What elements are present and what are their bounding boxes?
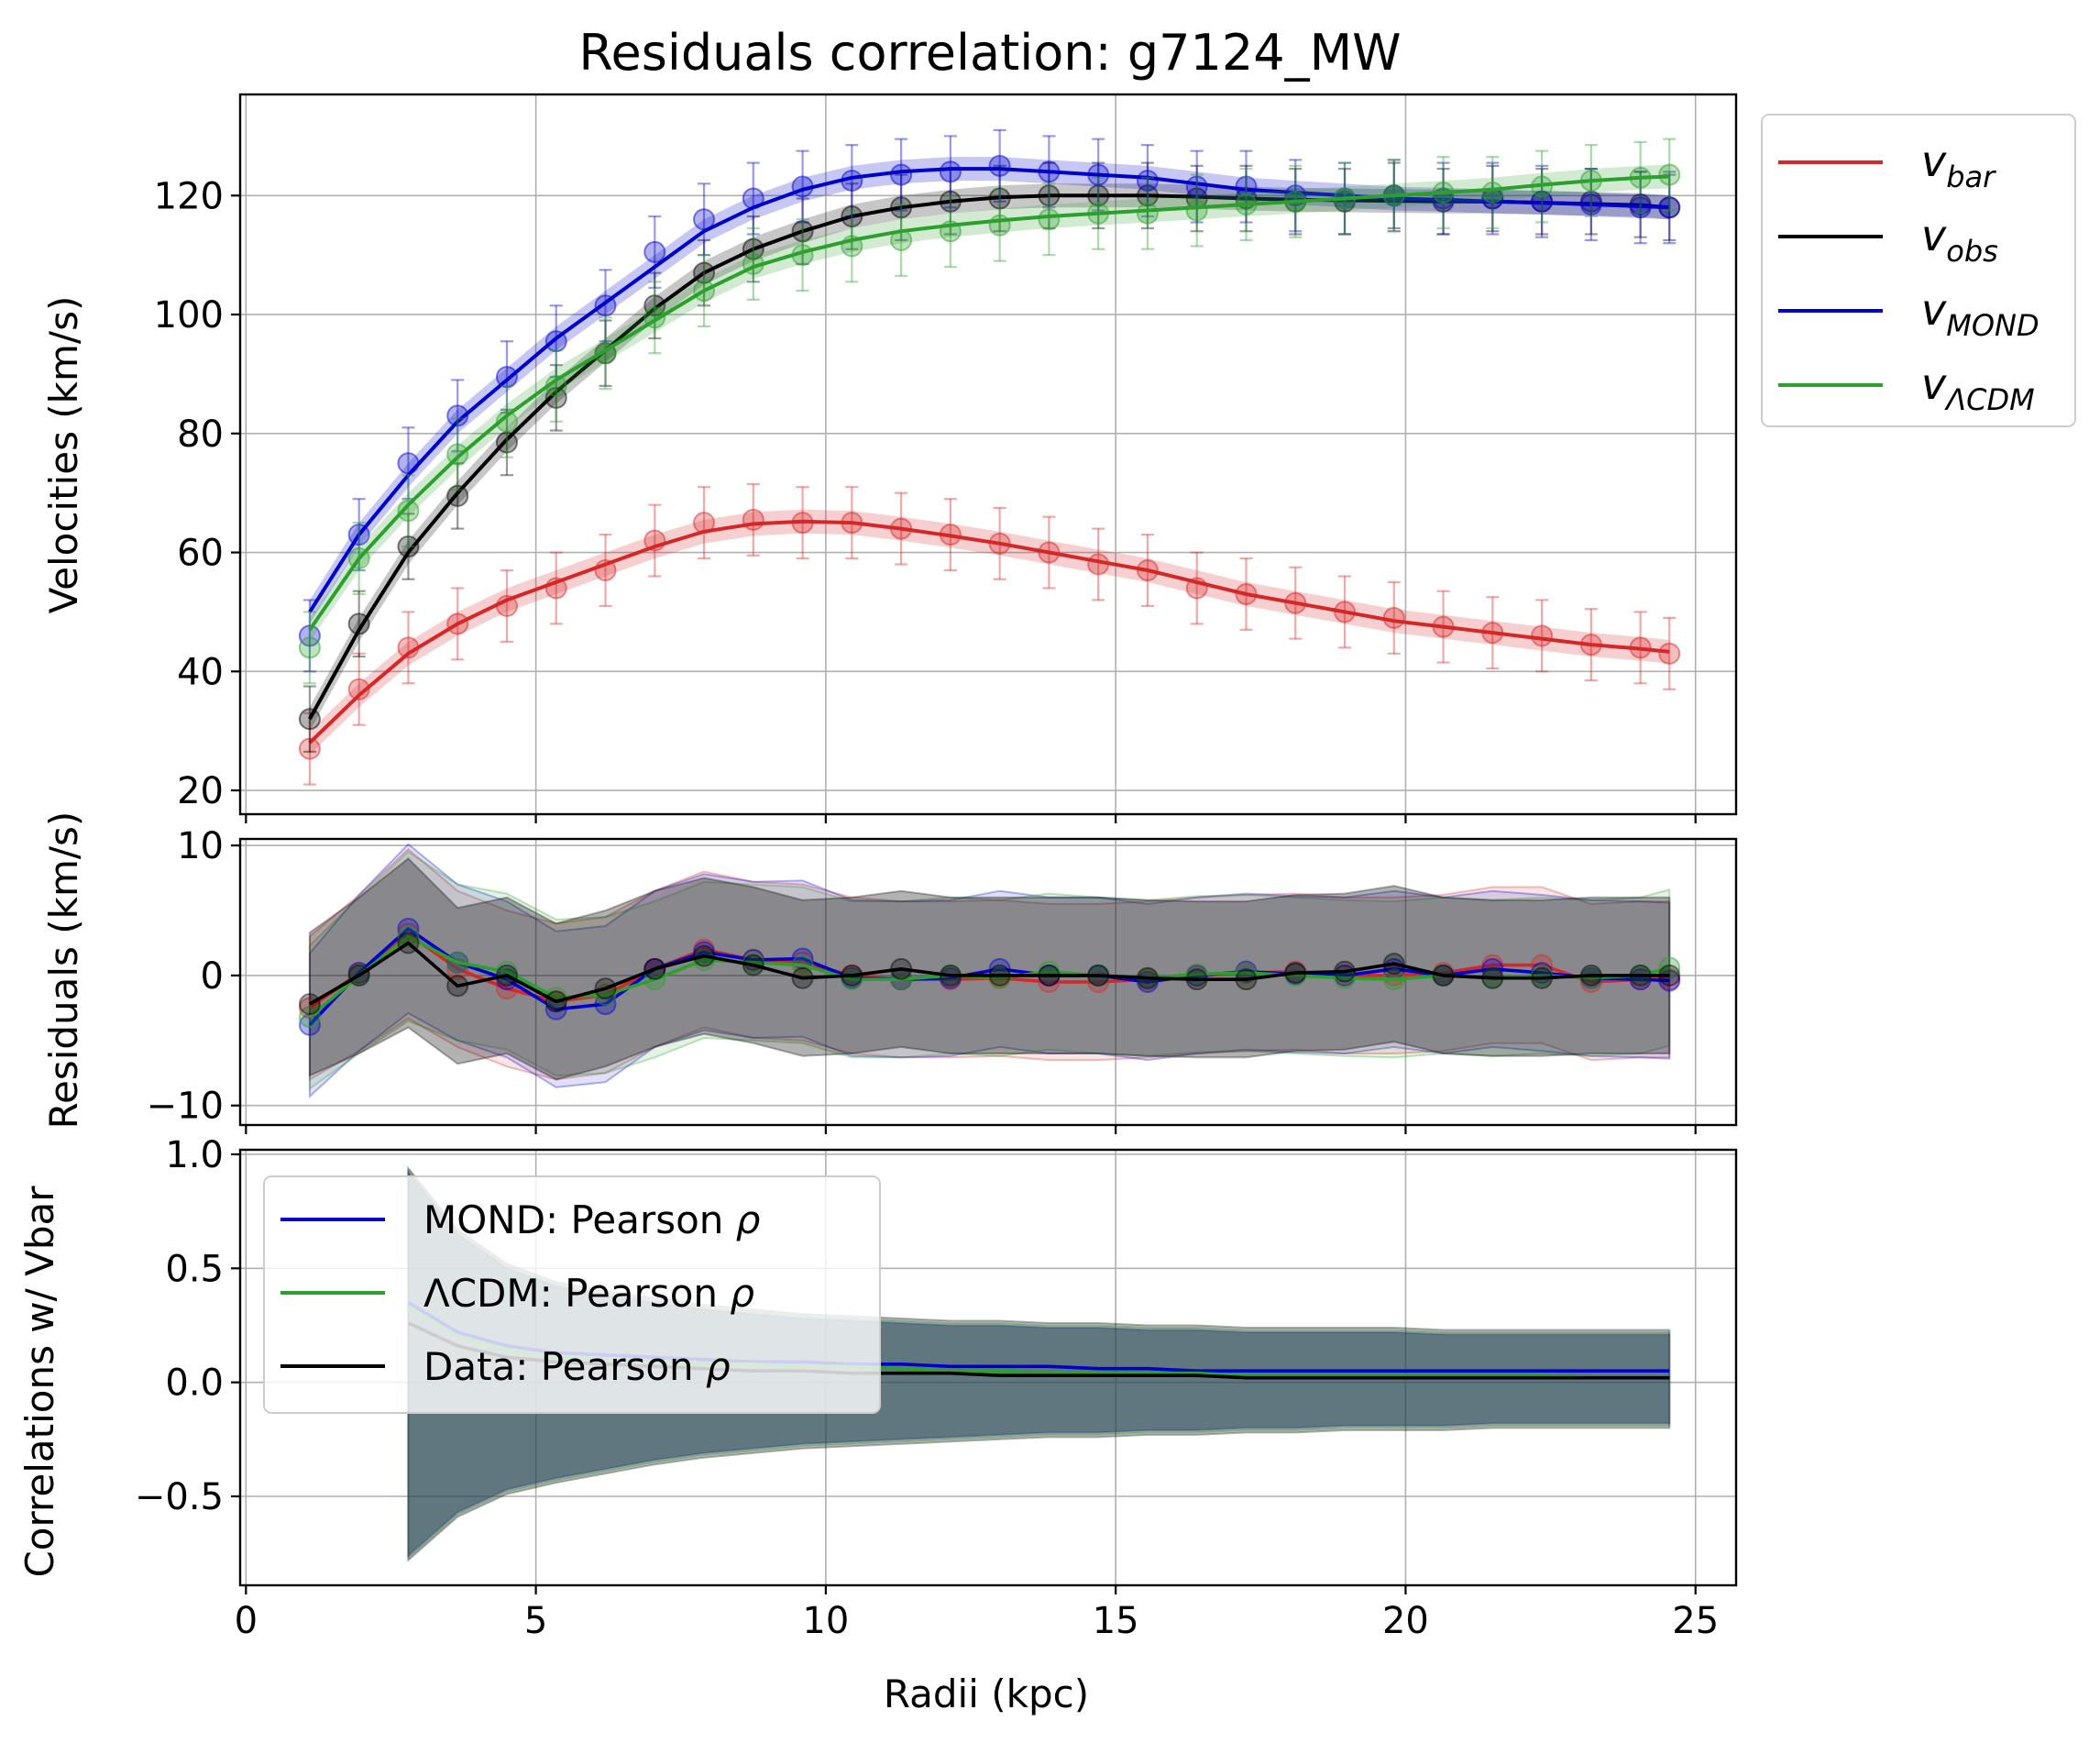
- legend-label: vobs: [1921, 211, 1998, 269]
- y-tick-label: 10: [177, 825, 224, 867]
- data-point: [1136, 202, 1159, 225]
- legend-main: v: [1921, 211, 1947, 260]
- y-tick-label: 80: [177, 414, 224, 456]
- y-tick-label: 0: [201, 955, 224, 998]
- series-line: [308, 519, 1670, 745]
- data-point: [446, 404, 469, 427]
- legend-label: Data: Pearson ρ: [423, 1344, 731, 1389]
- x-axis-label: Radii (kpc): [884, 1671, 1089, 1716]
- legend-label: ΛCDM: Pearson ρ: [423, 1271, 754, 1316]
- x-tick-label: 15: [1093, 1600, 1139, 1642]
- chart-title: Residuals correlation: g7124_MW: [578, 24, 1401, 82]
- legend-label: vMOND: [1921, 285, 2040, 343]
- y-tick-label: −0.5: [135, 1476, 224, 1518]
- correlation-band-overlap: [408, 1172, 1670, 1556]
- legend-symbol: ρ: [706, 1344, 731, 1389]
- y-tick-label: 0.5: [165, 1248, 224, 1290]
- plot-frame: [238, 93, 1738, 816]
- y-axis-label-correlations: Correlations w/ Vbar: [17, 1186, 62, 1578]
- legend-subscript: MOND: [1946, 308, 2039, 343]
- legend-subscript: obs: [1946, 234, 1998, 269]
- residual-line: [308, 941, 1670, 1006]
- data-point: [446, 443, 469, 466]
- residual-line: [308, 926, 1670, 1027]
- data-point: [1185, 199, 1208, 222]
- data-point: [1531, 624, 1554, 647]
- y-tick-label: 0.0: [165, 1362, 224, 1405]
- y-axis-label-velocities: Velocities (km/s): [41, 296, 86, 614]
- x-tick-label: 25: [1672, 1600, 1719, 1642]
- series-line: [308, 167, 1670, 613]
- data-point: [397, 452, 420, 475]
- correlations-panel: 0 5 10 15 20 25 −0.5 0.0 0.5 1.0: [135, 1134, 1738, 1642]
- data-point: [298, 624, 321, 647]
- legend-main: v: [1921, 137, 1947, 186]
- residuals-panel: −10 0 10: [147, 825, 1738, 1134]
- residual-band: [308, 856, 1671, 1081]
- data-point: [397, 500, 420, 523]
- data-point: [1481, 182, 1504, 204]
- data-point: [544, 386, 567, 409]
- x-tick-label: 10: [802, 1600, 849, 1642]
- y-tick-label: 1.0: [165, 1134, 224, 1176]
- y-axis-label-residuals: Residuals (km/s): [41, 811, 86, 1130]
- y-tick-label: 120: [154, 175, 224, 217]
- series-bar: [298, 482, 1681, 786]
- series-λcdm: [298, 138, 1681, 685]
- plot-frame: [238, 1148, 1738, 1587]
- legend-label: vΛCDM: [1921, 359, 2035, 417]
- data-point: [890, 163, 913, 186]
- data-point: [988, 154, 1011, 177]
- y-tick-label: 60: [177, 533, 224, 575]
- uncertainty-band: [309, 183, 1670, 732]
- legend-subscript: ΛCDM: [1943, 382, 2034, 417]
- y-tick-label: 40: [177, 651, 224, 693]
- y-tick-label: −10: [147, 1086, 224, 1128]
- y-tick-label: 20: [177, 770, 224, 812]
- uncertainty-band: [309, 157, 1670, 624]
- series-line: [308, 174, 1670, 632]
- x-tick-label: 20: [1382, 1600, 1429, 1642]
- legend-box: [1761, 114, 2076, 427]
- residual-series: [298, 925, 1681, 1029]
- y-tick-label: 100: [154, 294, 224, 336]
- data-point: [347, 678, 370, 701]
- data-point: [495, 410, 518, 433]
- legend-label: vbar: [1921, 137, 1996, 194]
- data-point: [1038, 208, 1061, 231]
- correlation-legend: MOND: Pearson ρ ΛCDM: Pearson ρ Data: Pear…: [263, 1175, 881, 1414]
- series-mond: [298, 128, 1681, 673]
- plot-frame: [238, 837, 1738, 1127]
- velocities-panel: 20 40 60 80 100 120: [154, 93, 1738, 823]
- legend-symbol: ρ: [736, 1197, 761, 1242]
- uncertainty-band: [309, 164, 1670, 642]
- legend-symbol: ρ: [730, 1271, 754, 1316]
- legend-main: v: [1921, 359, 1947, 409]
- legend-label: MOND: Pearson ρ: [423, 1197, 761, 1242]
- data-point: [298, 636, 321, 659]
- residual-series: [298, 932, 1681, 1016]
- data-point: [939, 160, 962, 183]
- legend-main: v: [1921, 285, 1947, 335]
- data-point: [298, 737, 321, 760]
- x-tick-label: 5: [524, 1600, 547, 1642]
- x-tick-label: 0: [235, 1600, 258, 1642]
- data-point: [643, 240, 666, 263]
- series-obs: [298, 161, 1681, 753]
- legend-subscript: bar: [1946, 160, 1996, 194]
- data-point: [397, 535, 420, 558]
- data-point: [1658, 642, 1681, 665]
- legend-box: [263, 1175, 881, 1414]
- uncertainty-band: [309, 509, 1670, 756]
- residual-band: [308, 847, 1671, 1082]
- data-point: [1658, 163, 1681, 186]
